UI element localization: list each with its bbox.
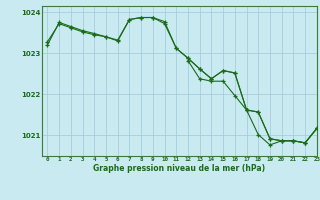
X-axis label: Graphe pression niveau de la mer (hPa): Graphe pression niveau de la mer (hPa) bbox=[93, 164, 265, 173]
